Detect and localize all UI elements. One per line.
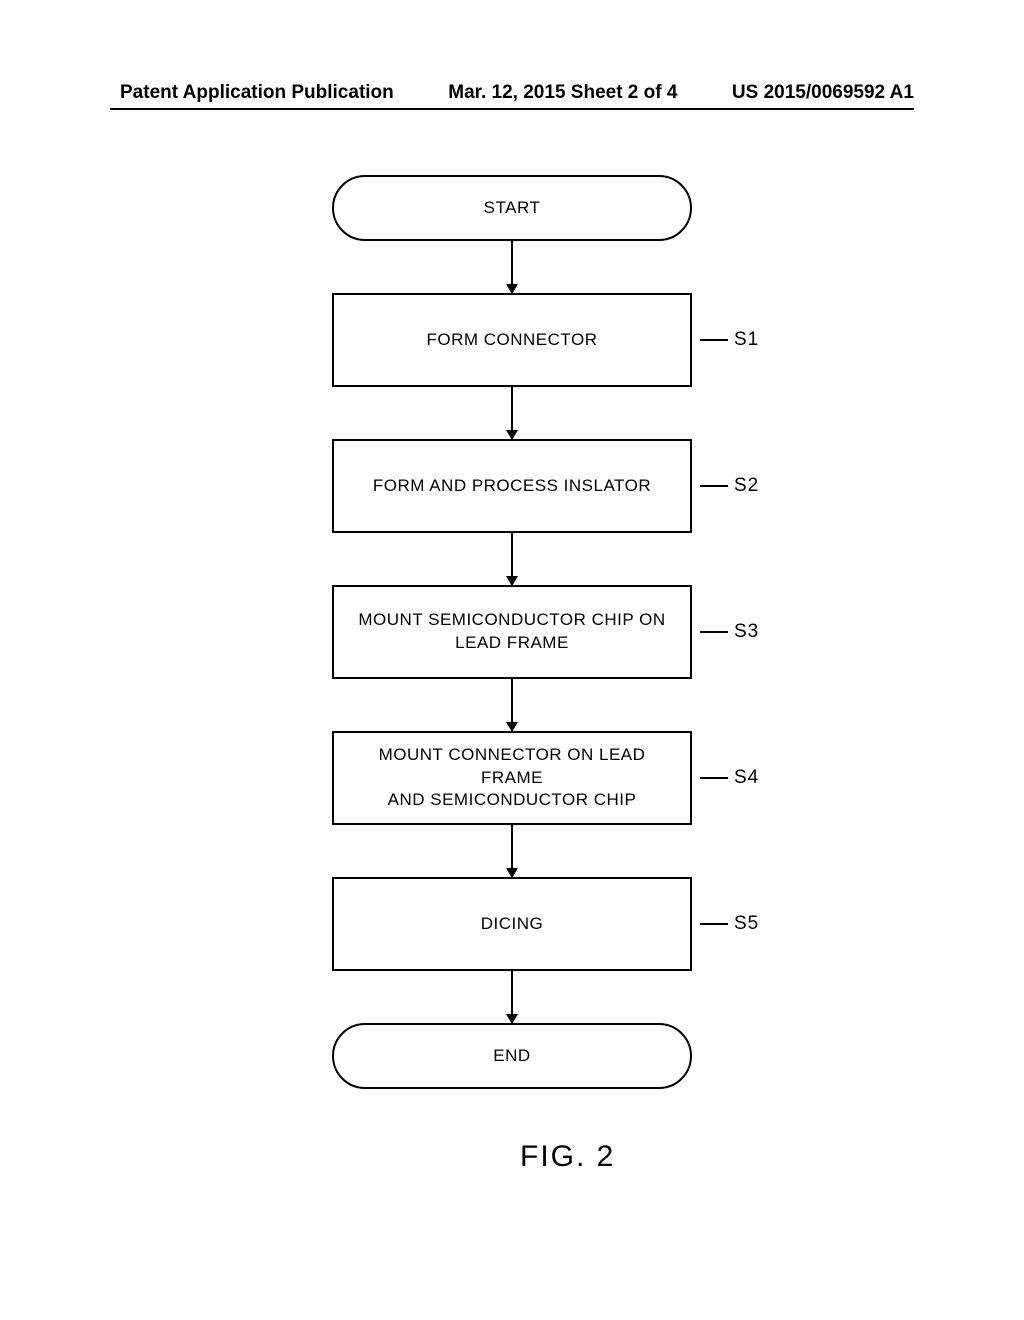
- leader-line-icon: [700, 777, 728, 779]
- flowchart-step-s5-text: DICING: [481, 913, 544, 936]
- flowchart-step-s4-wrap: MOUNT CONNECTOR ON LEAD FRAME AND SEMICO…: [332, 731, 692, 825]
- flowchart-step-s3-text: MOUNT SEMICONDUCTOR CHIP ON LEAD FRAME: [358, 609, 665, 655]
- flowchart-step-s2-wrap: FORM AND PROCESS INSLATOR S2: [332, 439, 692, 533]
- flowchart-step-s4-label: S4: [700, 767, 759, 789]
- flowchart-step-s2-label: S2: [700, 475, 759, 497]
- leader-line-icon: [700, 631, 728, 633]
- flowchart-arrow-icon: [511, 825, 513, 877]
- flowchart-start: START: [332, 175, 692, 241]
- leader-line-icon: [700, 339, 728, 341]
- flowchart-step-s3-wrap: MOUNT SEMICONDUCTOR CHIP ON LEAD FRAME S…: [332, 585, 692, 679]
- flowchart-step-s5-label-text: S5: [734, 913, 759, 935]
- flowchart-step-s3: MOUNT SEMICONDUCTOR CHIP ON LEAD FRAME: [332, 585, 692, 679]
- header-right: US 2015/0069592 A1: [732, 82, 914, 104]
- flowchart-arrow-icon: [511, 679, 513, 731]
- flowchart-step-s4-text: MOUNT CONNECTOR ON LEAD FRAME AND SEMICO…: [348, 744, 676, 813]
- flowchart-step-s5: DICING: [332, 877, 692, 971]
- flowchart-end: END: [332, 1023, 692, 1089]
- flowchart-end-text: END: [493, 1045, 530, 1068]
- flowchart-step-s3-label-text: S3: [734, 621, 759, 643]
- flowchart-step-s3-label: S3: [700, 621, 759, 643]
- flowchart-step-s1-label: S1: [700, 329, 759, 351]
- page-header: Patent Application Publication Mar. 12, …: [0, 82, 1024, 104]
- leader-line-icon: [700, 923, 728, 925]
- flowchart-step-s2: FORM AND PROCESS INSLATOR: [332, 439, 692, 533]
- header-center: Mar. 12, 2015 Sheet 2 of 4: [448, 82, 677, 104]
- flowchart-step-s2-text: FORM AND PROCESS INSLATOR: [373, 475, 651, 498]
- flowchart-step-s1-wrap: FORM CONNECTOR S1: [332, 293, 692, 387]
- flowchart-arrow-icon: [511, 971, 513, 1023]
- leader-line-icon: [700, 485, 728, 487]
- flowchart-arrow-icon: [511, 241, 513, 293]
- flowchart-step-s4-label-text: S4: [734, 767, 759, 789]
- flowchart-arrow-icon: [511, 533, 513, 585]
- flowchart-step-s2-label-text: S2: [734, 475, 759, 497]
- flowchart-step-s1-label-text: S1: [734, 329, 759, 351]
- flowchart-arrow-icon: [511, 387, 513, 439]
- page: Patent Application Publication Mar. 12, …: [0, 0, 1024, 1320]
- flowchart-step-s1: FORM CONNECTOR: [332, 293, 692, 387]
- header-rule: [110, 108, 914, 110]
- flowchart-step-s5-label: S5: [700, 913, 759, 935]
- flowchart-start-text: START: [484, 197, 541, 220]
- figure-caption: FIG. 2: [520, 1140, 615, 1174]
- flowchart-column: START FORM CONNECTOR S1 FORM AND PROCESS…: [0, 175, 1024, 1089]
- flowchart-step-s5-wrap: DICING S5: [332, 877, 692, 971]
- flowchart: START FORM CONNECTOR S1 FORM AND PROCESS…: [0, 175, 1024, 1089]
- header-left: Patent Application Publication: [120, 82, 394, 104]
- flowchart-step-s4: MOUNT CONNECTOR ON LEAD FRAME AND SEMICO…: [332, 731, 692, 825]
- flowchart-step-s1-text: FORM CONNECTOR: [426, 329, 597, 352]
